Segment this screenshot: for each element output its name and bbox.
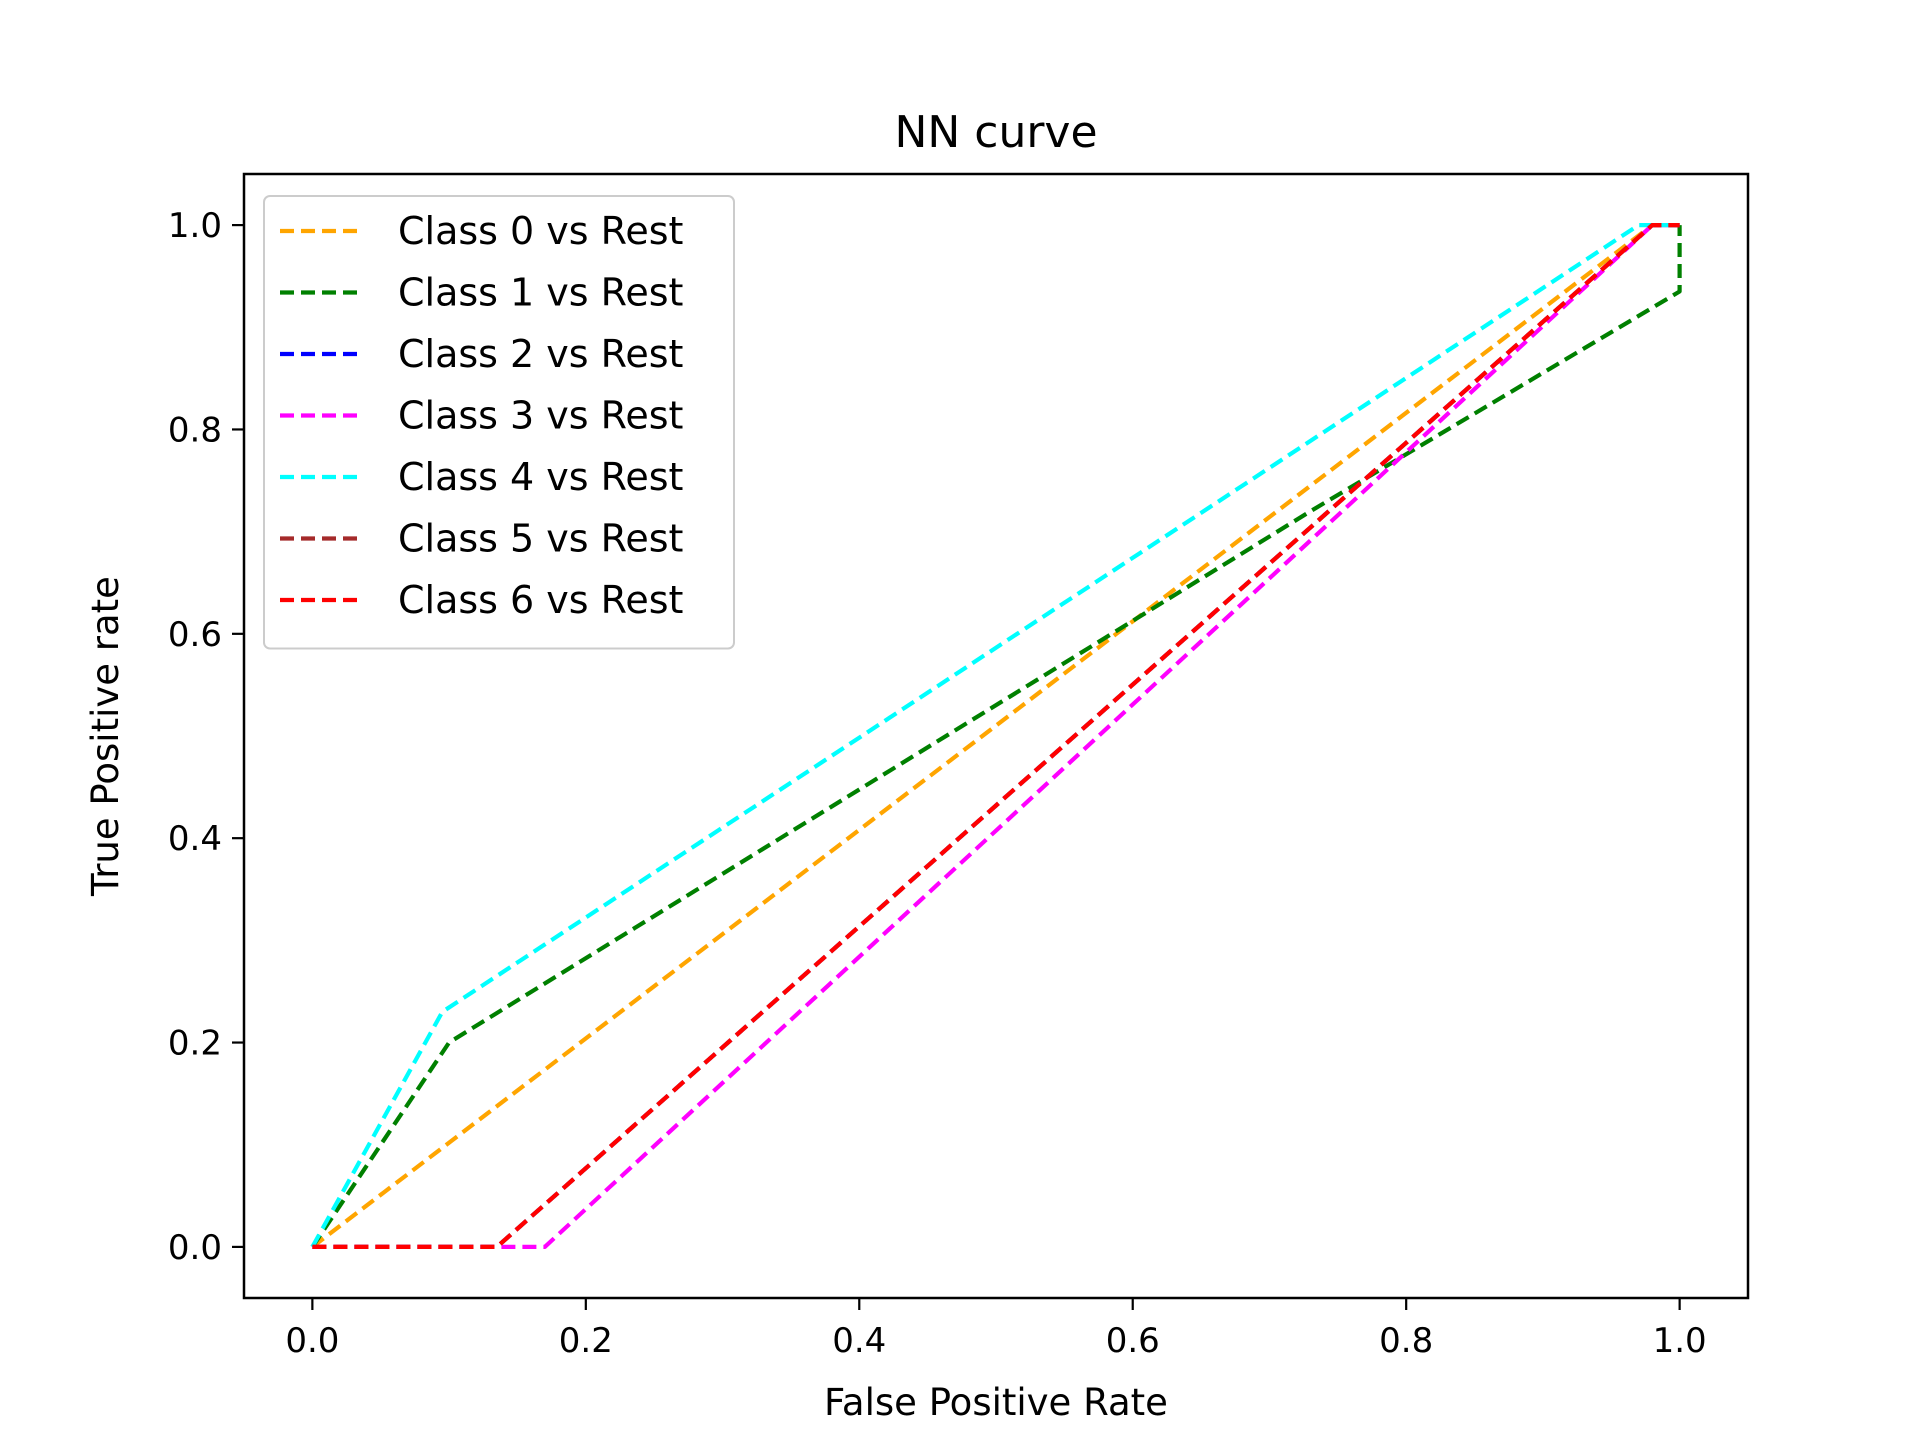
legend: Class 0 vs Rest Class 1 vs Rest Class 2 vs… <box>263 195 735 650</box>
x-axis-label: False Positive Rate <box>824 1381 1168 1424</box>
series-line-class-1 <box>310 225 1682 1249</box>
y-tick-label: 0.0 <box>168 1228 222 1268</box>
x-tick-label: 0.4 <box>832 1321 886 1361</box>
series-lines <box>310 223 1682 1250</box>
legend-label-class-4: Class 4 vs Rest <box>398 455 683 499</box>
y-axis-ticks: 0.0 0.2 0.4 0.6 0.8 1.0 <box>168 206 244 1268</box>
y-axis-label: True Positive rate <box>84 576 127 897</box>
x-axis-ticks: 0.0 0.2 0.4 0.6 0.8 1.0 <box>285 1298 1707 1361</box>
series-line-class-6 <box>312 223 1680 1250</box>
legend-label-class-5: Class 5 vs Rest <box>398 517 683 561</box>
legend-label-class-3: Class 3 vs Rest <box>398 394 683 438</box>
legend-label-class-2: Class 2 vs Rest <box>398 332 683 376</box>
y-tick-label: 0.6 <box>168 615 222 655</box>
x-tick-label: 0.2 <box>559 1321 613 1361</box>
legend-box <box>263 195 735 650</box>
x-tick-label: 0.8 <box>1379 1321 1433 1361</box>
chart-title: NN curve <box>894 107 1097 158</box>
legend-label-class-1: Class 1 vs Rest <box>398 271 683 315</box>
y-tick-label: 0.8 <box>168 410 222 450</box>
legend-label-class-6: Class 6 vs Rest <box>398 578 683 622</box>
plot-area-frame <box>242 172 1750 1300</box>
x-tick-label: 1.0 <box>1653 1321 1707 1361</box>
y-tick-label: 0.4 <box>168 819 222 859</box>
series-line-class-4 <box>310 223 1680 1248</box>
legend-label-class-0: Class 0 vs Rest <box>398 209 683 253</box>
x-tick-label: 0.0 <box>285 1321 339 1361</box>
y-tick-label: 0.2 <box>168 1024 222 1064</box>
y-tick-label: 1.0 <box>168 206 222 246</box>
x-tick-label: 0.6 <box>1106 1321 1160 1361</box>
